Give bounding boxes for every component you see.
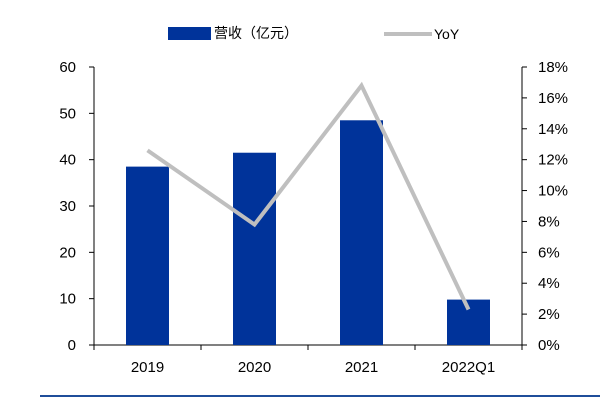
right-tick-label: 8%: [538, 213, 560, 230]
right-tick-label: 10%: [538, 183, 568, 200]
legend: 营收（亿元） YoY: [168, 26, 460, 42]
left-tick-label: 40: [59, 152, 76, 169]
tick-labels: 0 10 20 30 40 50 60 0% 2% 4% 6% 8% 10% 12% 14% 16% 18% 20…: [59, 59, 568, 376]
left-tick-label: 0: [68, 337, 76, 354]
right-tick-label: 0%: [538, 337, 560, 354]
left-tick-label: 50: [59, 105, 76, 122]
x-tick-label: 2021: [345, 359, 378, 376]
x-tick-label: 2019: [131, 359, 164, 376]
legend-line-label: YoY: [434, 26, 460, 42]
right-tick-label: 18%: [538, 59, 568, 76]
revenue-bar: [340, 120, 383, 346]
revenue-bar: [126, 166, 169, 345]
right-tick-label: 2%: [538, 306, 560, 323]
x-tick-label: 2022Q1: [442, 359, 495, 376]
right-tick-label: 14%: [538, 121, 568, 138]
x-tick-label: 2020: [238, 359, 271, 376]
left-tick-label: 60: [59, 59, 76, 76]
left-tick-label: 20: [59, 244, 76, 261]
bar-series: [126, 120, 490, 346]
right-tick-label: 4%: [538, 275, 560, 292]
left-tick-label: 30: [59, 198, 76, 215]
legend-bar-swatch: [168, 27, 211, 40]
right-tick-label: 6%: [538, 244, 560, 261]
right-tick-label: 12%: [538, 152, 568, 169]
left-tick-label: 10: [59, 291, 76, 308]
legend-bar-label: 营收（亿元）: [214, 26, 298, 42]
right-tick-label: 16%: [538, 90, 568, 107]
yoy-line: [146, 81, 471, 311]
yoy-series: [146, 81, 471, 311]
revenue-bar: [233, 152, 276, 345]
